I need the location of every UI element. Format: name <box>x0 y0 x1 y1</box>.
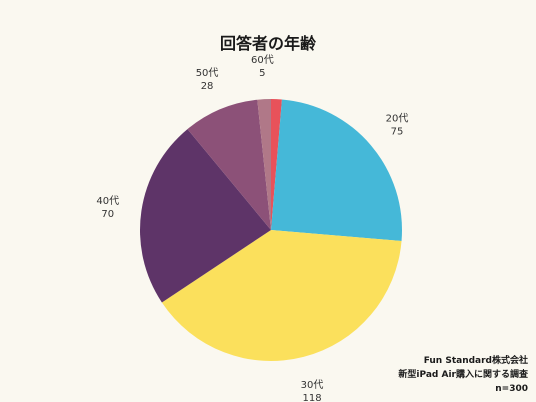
pie-slice-60代 <box>257 99 271 230</box>
slice-category-label: 40代 <box>96 195 119 207</box>
slice-value-label: 75 <box>391 126 404 137</box>
slice-value-label: 28 <box>201 81 214 92</box>
chart-title: 回答者の年齢 <box>219 34 316 53</box>
slice-category-label: 20代 <box>386 112 409 124</box>
pie-slice-40代 <box>140 129 271 303</box>
pie-slice-20代 <box>271 99 402 241</box>
source-company: Fun Standard株式会社 <box>423 356 528 366</box>
slice-value-label: 118 <box>302 393 321 402</box>
pie-slice-30代 <box>161 230 402 361</box>
pie-slices <box>140 99 402 361</box>
slice-value-label: 70 <box>101 209 114 220</box>
source-sample: n=300 <box>495 384 528 394</box>
pie-slice-10代 <box>271 99 282 230</box>
pie-slice-50代 <box>187 99 271 231</box>
source-note: Fun Standard株式会社 新型iPad Air購入に関する調査 n=30… <box>398 354 528 396</box>
slice-category-label: 50代 <box>196 67 219 79</box>
source-survey: 新型iPad Air購入に関する調査 <box>398 370 528 380</box>
pie-labels: 20代 75 30代 118 40代 70 50代 28 60代 5 <box>96 54 408 402</box>
slice-category-label: 60代 <box>251 54 274 66</box>
slice-category-label: 30代 <box>301 379 324 391</box>
slice-value-label: 5 <box>259 68 265 79</box>
